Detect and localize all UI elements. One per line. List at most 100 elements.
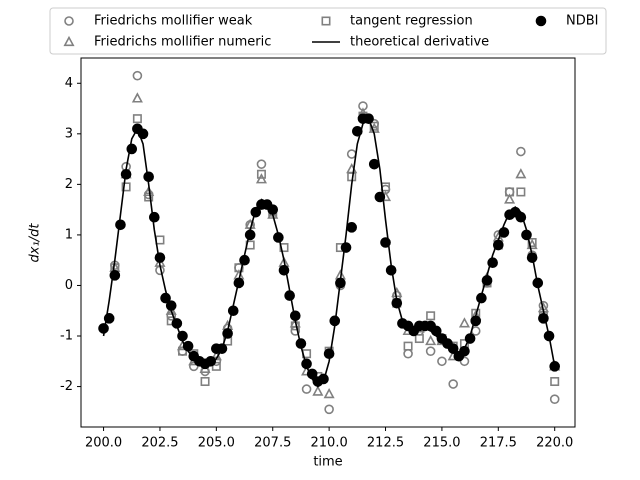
- point: [160, 292, 171, 304]
- point: [149, 211, 160, 223]
- x-tick-label: 210.0: [311, 436, 348, 451]
- point: [346, 222, 357, 233]
- point: [391, 297, 403, 309]
- point: [368, 158, 380, 170]
- point: [301, 358, 312, 370]
- x-tick-label: 200.0: [85, 436, 122, 451]
- point: [120, 168, 132, 180]
- point: [476, 292, 487, 304]
- point: [516, 187, 526, 197]
- y-tick-label: -1: [60, 329, 73, 344]
- point: [346, 149, 357, 159]
- point: [318, 373, 329, 385]
- point: [538, 313, 549, 324]
- x-tick-label: 202.5: [141, 436, 178, 451]
- point: [306, 368, 318, 380]
- legend-label: Friedrichs mollifier weak: [94, 14, 253, 29]
- point: [369, 121, 379, 131]
- point: [132, 114, 142, 124]
- point: [549, 361, 560, 372]
- y-tick-label: 4: [65, 76, 73, 91]
- point: [527, 238, 537, 248]
- point: [458, 317, 471, 328]
- point: [549, 394, 560, 404]
- point: [121, 182, 131, 192]
- point: [430, 325, 442, 337]
- point: [256, 159, 267, 169]
- x-tick-label: 212.5: [367, 436, 404, 451]
- x-axis-label: time: [313, 455, 342, 470]
- point: [211, 361, 221, 371]
- x-tick-label: 217.5: [480, 436, 517, 451]
- point: [289, 310, 301, 322]
- point: [103, 313, 115, 324]
- point: [380, 237, 391, 248]
- point: [374, 191, 386, 203]
- point: [521, 229, 532, 241]
- point: [385, 265, 397, 276]
- point: [487, 257, 498, 269]
- point: [312, 385, 324, 396]
- point: [459, 345, 470, 357]
- point: [143, 185, 155, 197]
- point: [227, 305, 239, 317]
- point: [222, 328, 233, 339]
- point: [550, 377, 560, 387]
- y-tick-label: 0: [65, 278, 73, 293]
- point: [340, 242, 352, 253]
- legend-marker: [321, 16, 331, 26]
- plot-frame: [80, 57, 576, 428]
- point: [177, 330, 188, 342]
- point: [239, 254, 250, 266]
- point: [515, 168, 527, 179]
- point: [267, 204, 279, 215]
- legend-marker: [535, 15, 547, 27]
- point: [335, 277, 346, 289]
- point: [155, 235, 165, 245]
- point: [470, 315, 482, 327]
- point: [324, 404, 334, 415]
- point: [131, 92, 143, 103]
- point: [532, 277, 544, 289]
- x-tick-label: 207.5: [254, 436, 291, 451]
- point: [498, 227, 510, 238]
- legend-box: [49, 7, 607, 55]
- point: [154, 252, 166, 263]
- point: [295, 338, 307, 349]
- point: [178, 346, 188, 356]
- y-tick-label: 1: [65, 227, 73, 242]
- point: [188, 361, 199, 372]
- point: [391, 286, 403, 298]
- point: [278, 265, 290, 276]
- point: [165, 300, 177, 311]
- point: [425, 334, 437, 346]
- point: [516, 146, 526, 157]
- point: [352, 125, 363, 137]
- point: [414, 334, 424, 344]
- point: [481, 275, 493, 286]
- point: [505, 187, 515, 197]
- point: [205, 355, 217, 367]
- point: [126, 143, 138, 155]
- point: [200, 377, 210, 387]
- point: [284, 290, 295, 301]
- point: [144, 192, 154, 202]
- line: [102, 117, 556, 388]
- y-tick-label: 2: [65, 177, 73, 192]
- point: [301, 384, 312, 394]
- point: [244, 229, 256, 241]
- x-tick-label: 215.0: [423, 436, 460, 451]
- point: [425, 346, 436, 356]
- point: [464, 333, 476, 344]
- point: [234, 263, 244, 273]
- legend-label: theoretical derivative: [350, 35, 489, 50]
- point: [137, 128, 149, 140]
- point: [323, 348, 335, 360]
- point: [515, 211, 527, 223]
- point: [459, 356, 470, 367]
- point: [182, 340, 194, 352]
- point: [250, 206, 262, 218]
- point: [323, 387, 335, 399]
- x-tick-label: 205.0: [198, 436, 235, 451]
- point: [403, 348, 413, 359]
